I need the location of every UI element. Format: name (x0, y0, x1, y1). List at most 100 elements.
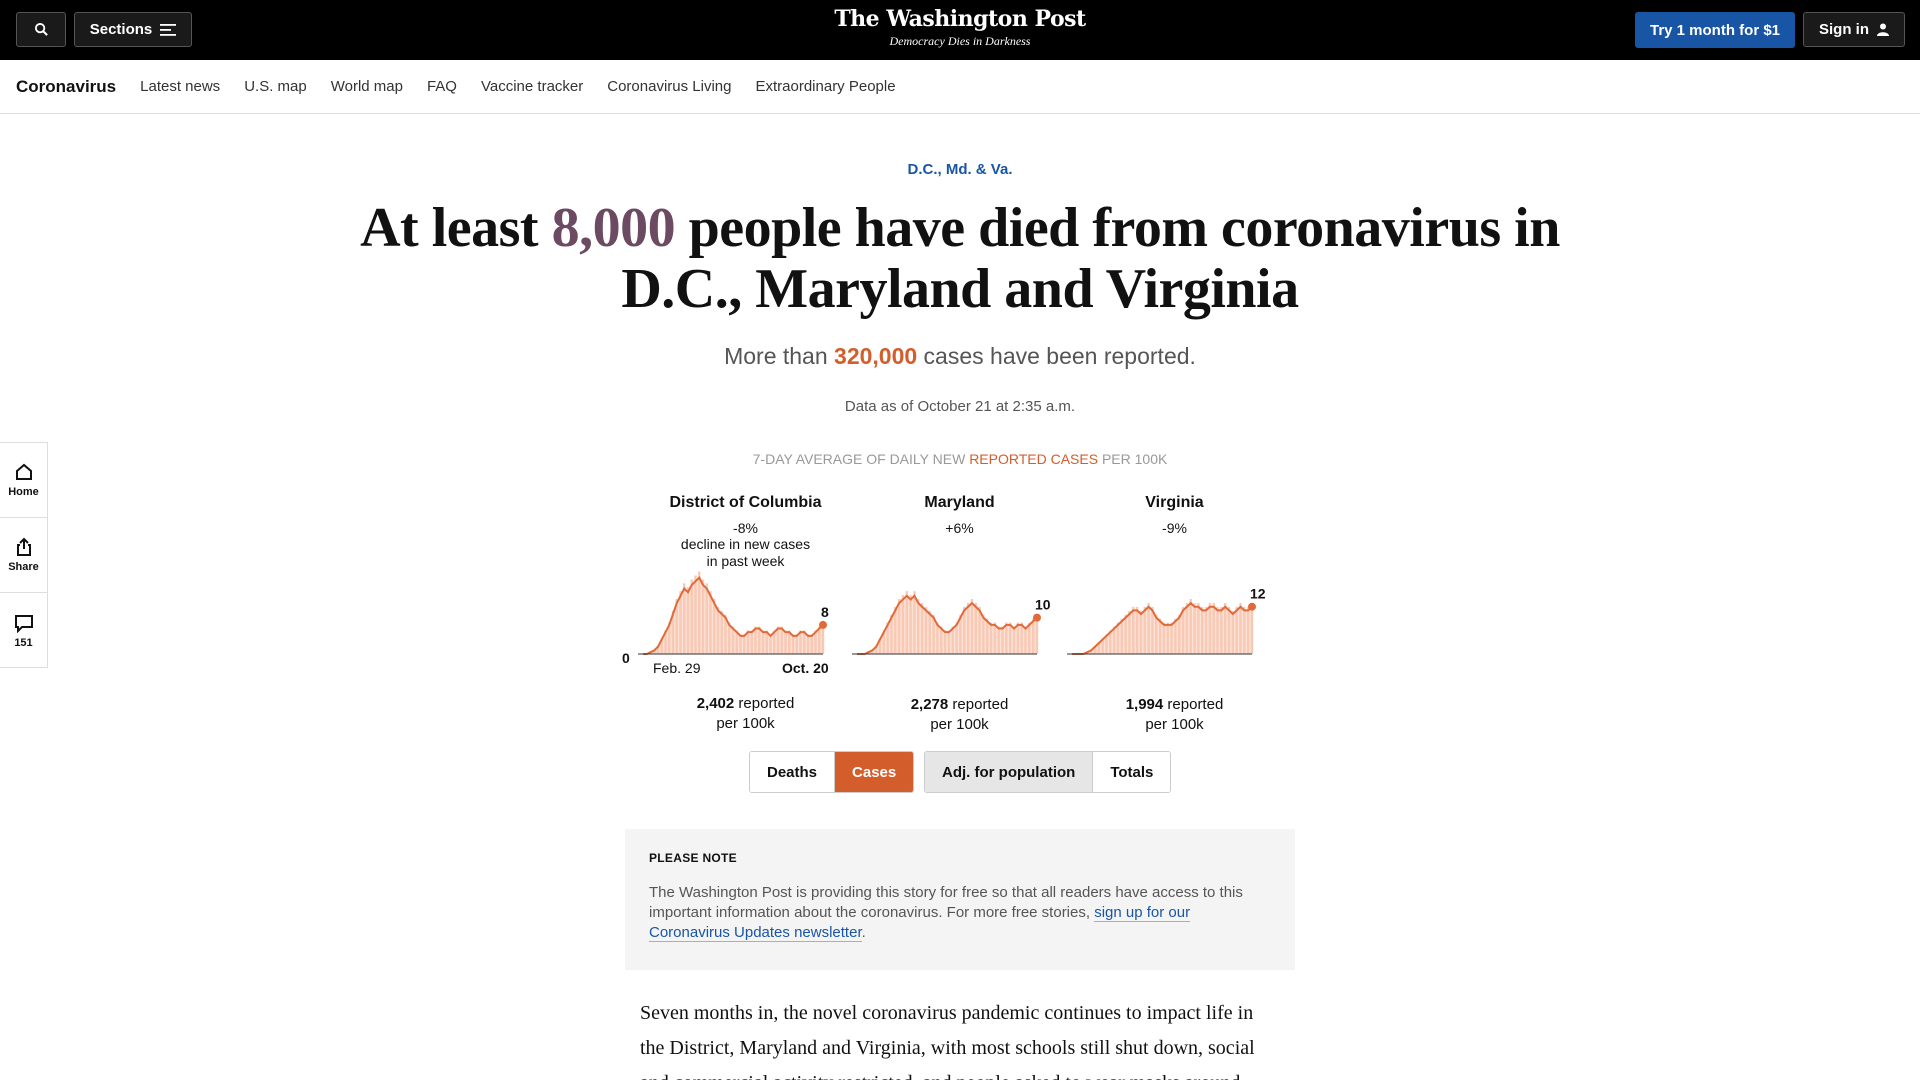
panel-total: 2,278 reported per 100k (852, 695, 1067, 735)
section-nav-brand[interactable]: Coronavirus (16, 76, 117, 96)
nav-vaccine-tracker[interactable]: Vaccine tracker (480, 78, 584, 95)
nav-us-map[interactable]: U.S. map (244, 78, 307, 95)
panel-title: Virginia (1145, 494, 1204, 511)
y-zero-label: 0 (622, 650, 630, 666)
subhead-post: cases have been reported. (917, 343, 1196, 369)
note-body: The Washington Post is providing this st… (649, 883, 1271, 943)
panel-total-unit: per 100k (1145, 716, 1204, 733)
nav-faq[interactable]: FAQ (426, 78, 457, 95)
nav-coronavirus-living[interactable]: Coronavirus Living (607, 78, 732, 95)
toggle-adj-population[interactable]: Adj. for population (925, 752, 1093, 792)
search-button[interactable] (16, 12, 66, 47)
subhead-pre: More than (724, 343, 835, 369)
metric-toggle: Deaths Cases (749, 751, 915, 793)
nav-extraordinary-people[interactable]: Extraordinary People (755, 78, 896, 95)
section-nav: Coronavirus Latest news U.S. map World m… (0, 60, 1920, 114)
panel-total-unit: per 100k (930, 716, 989, 733)
x-end-label: Oct. 20 (782, 660, 829, 676)
toggle-totals[interactable]: Totals (1092, 752, 1171, 792)
chart-header: 7-DAY AVERAGE OF DAILY NEW REPORTED CASE… (0, 451, 1920, 467)
sparkline-chart: 12 (1067, 586, 1266, 655)
panel-title: Maryland (924, 494, 995, 511)
panel-total-value: 2,402 (696, 695, 735, 712)
sign-in-button[interactable]: Sign in (1803, 12, 1905, 47)
panel-title: District of Columbia (669, 494, 822, 511)
panel-change: -9% (1162, 520, 1187, 536)
comment-icon (14, 614, 33, 633)
toggle-cases[interactable]: Cases (834, 752, 914, 792)
panel-desc-line1: decline in new cases (680, 536, 811, 552)
logo-name: The Washington Post (834, 6, 1086, 32)
nav-latest-news[interactable]: Latest news (140, 78, 221, 95)
menu-icon (160, 23, 177, 36)
rail-share-label: Share (8, 561, 39, 573)
panel-desc-line2: in past week (706, 553, 785, 569)
panel-total-suffix: reported (948, 696, 1009, 713)
panel-total: 2,402 reported per 100k (638, 694, 853, 734)
headline-post: people have died from coronavirus in D.C… (621, 197, 1560, 320)
subhead-cases-number: 320,000 (834, 343, 918, 369)
panel-total-unit: per 100k (716, 715, 775, 732)
average-area (857, 595, 1037, 654)
logo-tagline: Democracy Dies in Darkness (889, 34, 1031, 48)
sparkline-chart: 10 (852, 591, 1051, 655)
site-logo[interactable]: The Washington Post Democracy Dies in Da… (0, 6, 1920, 49)
panel-total: 1,994 reported per 100k (1067, 695, 1282, 735)
panel-total-value: 2,278 (910, 696, 949, 713)
average-line (857, 594, 1038, 655)
top-bar: Sections The Washington Post Democracy D… (0, 0, 1920, 60)
subscribe-button[interactable]: Try 1 month for $1 (1635, 12, 1795, 48)
sparkline-chart: 8 (638, 571, 829, 655)
note-body-post: . (861, 924, 866, 941)
latest-point (1033, 613, 1041, 622)
scale-toggle: Adj. for population Totals (924, 751, 1172, 793)
headline-deaths-number: 8,000 (551, 197, 676, 259)
panel-total-suffix: reported (1163, 696, 1224, 713)
sections-button[interactable]: Sections (74, 12, 192, 47)
headline: At least 8,000 people have died from cor… (360, 198, 1560, 320)
chart-header-pre: 7-DAY AVERAGE OF DAILY NEW (752, 451, 970, 467)
note-body-pre: The Washington Post is providing this st… (649, 884, 1243, 921)
average-area (643, 577, 823, 654)
panel-change: -8% (733, 520, 758, 536)
rail-home[interactable]: Home (0, 443, 47, 518)
panel-change: +6% (945, 520, 974, 536)
newsletter-link[interactable]: sign up for our Coronavirus Updates news… (649, 904, 1191, 942)
panel-total-suffix: reported (734, 695, 795, 712)
average-area (1072, 603, 1252, 654)
left-rail: Home Share 151 (0, 442, 48, 668)
please-note-box: PLEASE NOTE The Washington Post is provi… (625, 829, 1295, 970)
article-kicker[interactable]: D.C., Md. & Va. (907, 161, 1013, 178)
x-start-label: Feb. 29 (653, 660, 701, 676)
headline-pre: At least (360, 197, 552, 259)
toggle-deaths[interactable]: Deaths (750, 752, 835, 792)
user-icon (1877, 23, 1889, 36)
chart-panel-va: Virginia -9% 12 1,994 reported per 100k (1067, 494, 1282, 733)
data-timestamp: Data as of October 21 at 2:35 a.m. (844, 398, 1076, 415)
average-line (643, 575, 824, 655)
latest-point (1248, 602, 1256, 611)
note-title: PLEASE NOTE (649, 851, 737, 865)
rail-comments-count: 151 (14, 636, 33, 649)
rail-home-label: Home (8, 486, 39, 498)
latest-value-label: 12 (1250, 586, 1266, 602)
latest-value-label: 8 (821, 604, 829, 620)
sections-label: Sections (89, 21, 153, 38)
latest-point (819, 620, 827, 629)
search-icon (34, 22, 48, 36)
article-paragraph: Seven months in, the novel coronavirus p… (640, 1002, 1255, 1080)
share-icon (16, 537, 31, 556)
chart-header-highlight: REPORTED CASES (969, 451, 1099, 467)
panel-total-value: 1,994 (1125, 696, 1164, 713)
average-line (1072, 601, 1253, 655)
home-icon (15, 463, 32, 480)
rail-share[interactable]: Share (0, 518, 47, 593)
chart-panel-dc: District of Columbia -8% decline in new … (622, 494, 853, 732)
rail-comments[interactable]: 151 (0, 593, 47, 668)
chart-panel-md: Maryland +6% 10 2,278 reported per 100k (852, 494, 1067, 733)
chart-header-post: PER 100K (1098, 451, 1168, 467)
sign-in-label: Sign in (1819, 21, 1869, 38)
subhead: More than 320,000 cases have been report… (0, 343, 1920, 370)
nav-world-map[interactable]: World map (330, 78, 403, 95)
latest-value-label: 10 (1035, 597, 1051, 613)
